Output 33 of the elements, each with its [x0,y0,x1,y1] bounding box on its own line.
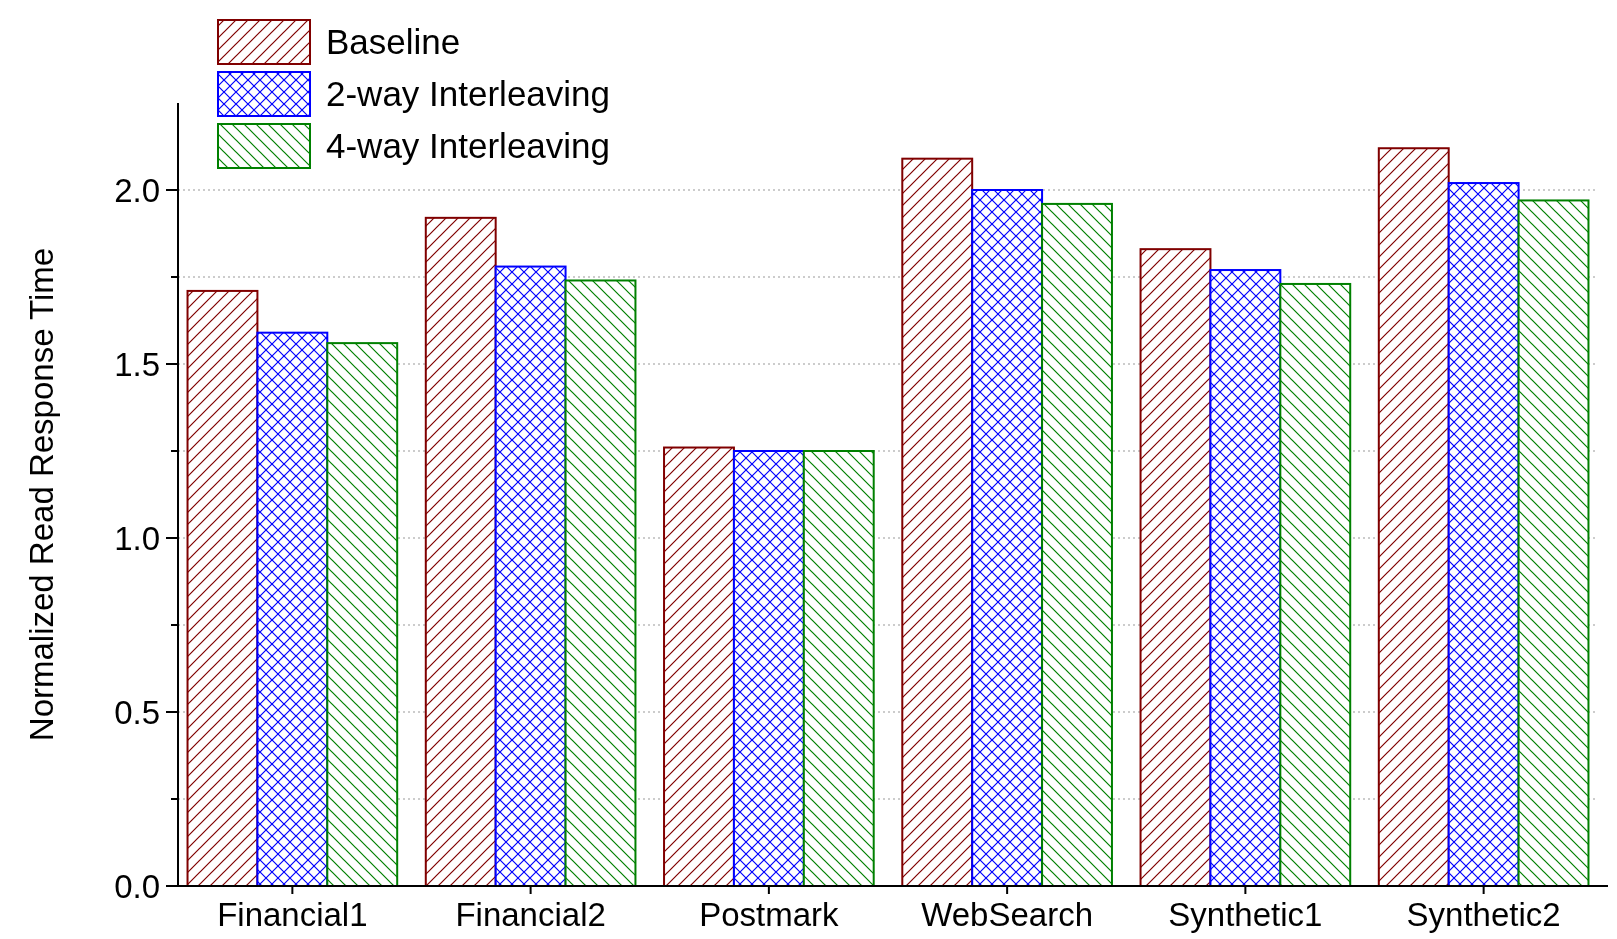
bar [1447,182,1520,887]
legend-label: Baseline [326,22,461,62]
bar [1279,282,1352,887]
x-tick-label: Synthetic2 [1406,896,1561,933]
bar [1041,202,1113,887]
bar [494,265,567,887]
x-tick-label: Postmark [699,896,840,933]
bar [802,450,875,887]
bar [1139,248,1212,887]
bar [186,289,259,887]
bar [326,342,399,887]
x-tick-label: WebSearch [921,896,1094,933]
bar [663,446,735,887]
bar [256,331,329,887]
y-tick-label: 2.0 [114,171,160,209]
bar [564,279,637,887]
legend-label: 2-way Interleaving [326,74,611,114]
bar [1209,269,1282,887]
x-tick-label: Financial1 [217,896,368,933]
bar [424,216,497,887]
bar [971,189,1044,887]
y-tick-label: 0.5 [114,693,160,731]
legend-label: 4-way Interleaving [326,126,611,166]
y-tick-label: 1.0 [114,519,160,557]
bar [901,157,974,887]
bar [732,450,805,887]
x-tick-label: Synthetic1 [1168,896,1323,933]
y-tick-label: 1.5 [114,345,160,383]
bar [1517,199,1590,887]
y-axis-title: Normalized Read Response Time [23,247,60,742]
y-tick-label: 0.0 [114,867,160,905]
bar [1377,147,1450,887]
x-tick-label: Financial2 [455,896,606,933]
